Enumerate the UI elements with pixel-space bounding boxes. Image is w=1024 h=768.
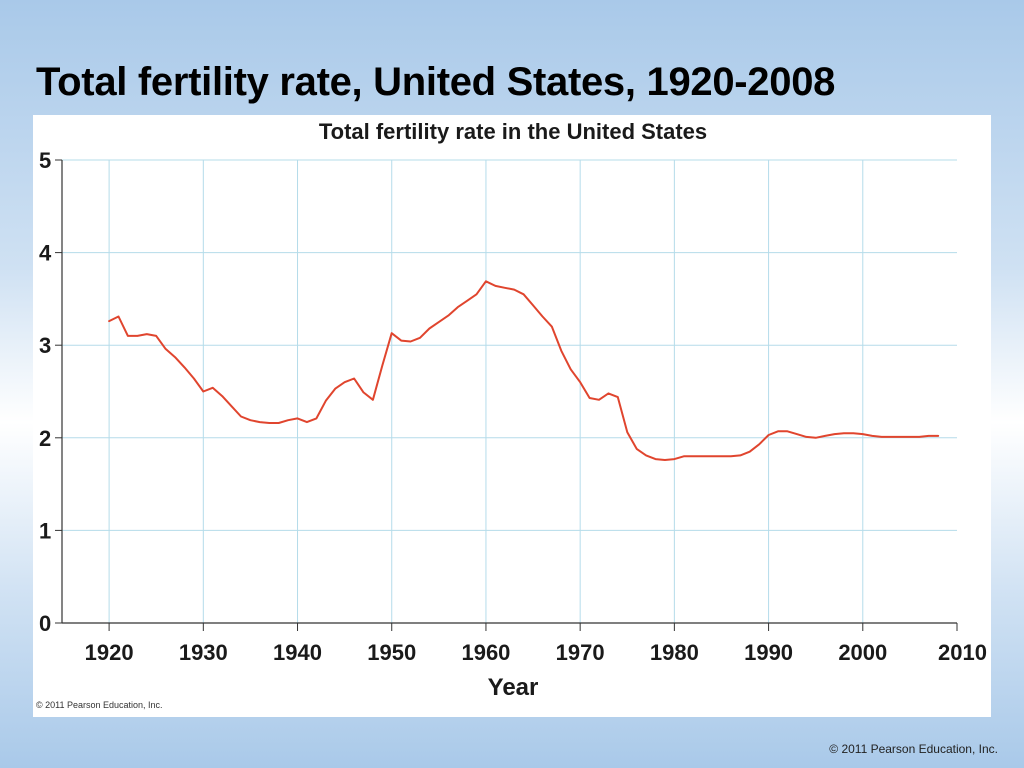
- y-axis-ticks: 0 1 2 3 4 5: [39, 148, 62, 636]
- fertility-rate-series-line: [108, 280, 940, 461]
- x-tick-label: 1920: [85, 640, 134, 665]
- slide-title: Total fertility rate, United States, 192…: [36, 60, 836, 104]
- chart-title: Total fertility rate in the United State…: [319, 119, 707, 144]
- x-tick-label: 1960: [461, 640, 510, 665]
- x-tick-label: 2000: [838, 640, 887, 665]
- x-tick-label: 1930: [179, 640, 228, 665]
- figure-copyright: © 2011 Pearson Education, Inc.: [36, 700, 163, 710]
- x-axis-ticks: 1920 1930 1940 1950 1960 1970 1980 1990 2000 2010: [85, 623, 987, 665]
- chart-axes: [61, 160, 957, 624]
- slide-copyright-footer: © 2011 Pearson Education, Inc.: [829, 742, 998, 756]
- y-tick-label: 0: [39, 611, 51, 636]
- y-tick-label: 2: [39, 426, 51, 451]
- y-tick-label: 3: [39, 333, 51, 358]
- chart-grid: [62, 159, 957, 623]
- x-tick-label: 2010: [938, 640, 987, 665]
- x-tick-label: 1990: [744, 640, 793, 665]
- chart-figure: Total fertility rate in the United State…: [33, 115, 991, 717]
- y-tick-label: 5: [39, 148, 51, 173]
- y-tick-label: 1: [39, 518, 51, 543]
- y-tick-label: 4: [39, 241, 52, 266]
- x-tick-label: 1950: [367, 640, 416, 665]
- fertility-line-chart: Total fertility rate in the United State…: [39, 119, 987, 701]
- x-tick-label: 1940: [273, 640, 322, 665]
- x-tick-label: 1970: [556, 640, 605, 665]
- x-tick-label: 1980: [650, 640, 699, 665]
- x-axis-title: Year: [488, 674, 539, 701]
